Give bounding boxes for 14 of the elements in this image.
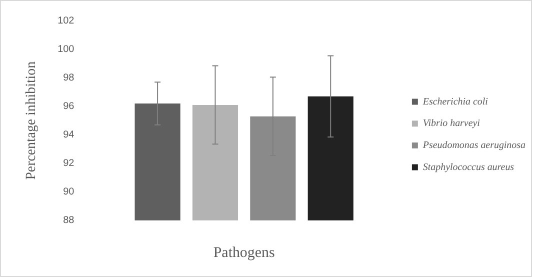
legend-label: Vibrio harveyi xyxy=(422,118,480,130)
y-tick-label: 90 xyxy=(63,186,75,198)
legend-label: Pseudomonas aeruginosa xyxy=(422,140,526,152)
y-tick-label: 94 xyxy=(63,130,75,141)
y-tick-label: 100 xyxy=(58,44,75,56)
y-tick-label: 98 xyxy=(63,72,75,84)
y-tick-label: 92 xyxy=(63,158,75,170)
y-tick-label: 88 xyxy=(63,215,75,226)
legend-label: Escherichia coli xyxy=(422,96,488,108)
y-axis-title: Percentage inhibition xyxy=(24,61,39,180)
y-tick-label: 102 xyxy=(58,16,75,27)
legend-label: Staphylococcus aureus xyxy=(422,162,514,173)
y-tick-label: 96 xyxy=(63,101,75,112)
x-axis-title: Pathogens xyxy=(213,245,275,262)
